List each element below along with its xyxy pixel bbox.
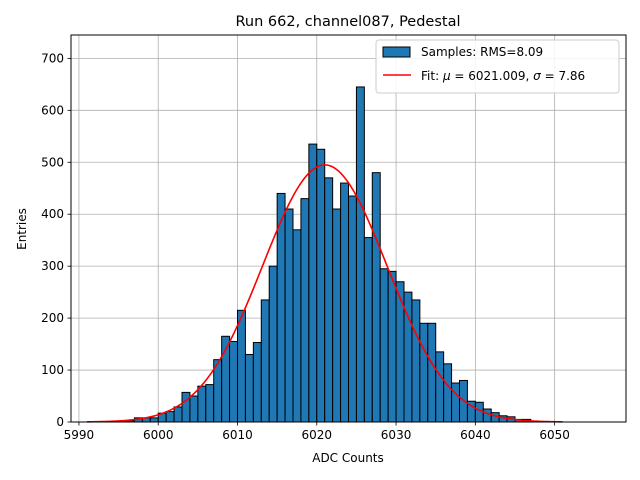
histogram-bar	[371, 172, 381, 423]
histogram-bar	[411, 299, 421, 423]
y-tick-label: 0	[56, 415, 64, 429]
histogram-bars	[118, 86, 540, 423]
histogram-bar	[244, 353, 254, 423]
fit-curve-line	[86, 164, 563, 423]
histogram-bar	[348, 195, 357, 423]
chart-title: Run 662, channel087, Pedestal	[235, 14, 460, 30]
histogram-bar	[292, 229, 302, 423]
y-tick-label: 700	[41, 51, 64, 65]
legend: Samples: RMS=8.09 Fit: μ = 6021.009, σ =…	[375, 39, 620, 94]
histogram-bar	[387, 270, 397, 423]
x-tick-label: 6000	[143, 428, 174, 442]
histogram-bar	[181, 391, 191, 423]
histogram-bar	[260, 299, 270, 423]
histogram-bar	[252, 342, 262, 423]
legend-samples-label: Samples: RMS=8.09	[421, 45, 543, 59]
histogram-bar	[205, 384, 215, 423]
histogram-bar	[363, 237, 373, 423]
legend-fit-sigma-value: = 7.86	[541, 69, 585, 83]
histogram-bar	[316, 148, 326, 423]
histogram-bar	[237, 309, 246, 423]
plot-border	[70, 34, 627, 423]
histogram-bar	[435, 351, 445, 423]
y-tick-label: 600	[41, 103, 64, 117]
histogram-bar	[189, 395, 199, 423]
x-tick-label: 6030	[381, 428, 412, 442]
x-tick-label: 6010	[222, 428, 253, 442]
x-axis-label: ADC Counts	[312, 451, 384, 465]
histogram-bar	[427, 322, 437, 423]
legend-fit-prefix: Fit:	[421, 69, 443, 83]
x-tick-label: 6020	[302, 428, 333, 442]
histogram-bar	[324, 177, 334, 423]
legend-box	[375, 39, 620, 94]
histogram-bar	[165, 411, 175, 423]
histogram-bar	[443, 363, 453, 423]
legend-fit-mu-value: = 6021.009,	[451, 69, 534, 83]
histogram-bar	[332, 208, 342, 423]
y-tick-label: 200	[41, 311, 64, 325]
histogram-bar	[229, 340, 238, 423]
legend-samples-swatch	[382, 46, 411, 58]
x-tick-label: 6040	[460, 428, 491, 442]
x-tick-label: 6050	[539, 428, 570, 442]
y-tick-label: 500	[41, 155, 64, 169]
histogram-bar	[419, 322, 429, 423]
legend-fit-mu-symbol: μ	[442, 69, 451, 83]
y-axis-label: Entries	[15, 208, 29, 250]
y-axis-ticks: 0 100 200 300 400 500 600 700	[41, 51, 71, 429]
histogram-bar	[379, 268, 389, 423]
histogram-bar	[284, 208, 294, 423]
histogram-bar	[308, 143, 318, 423]
histogram-bar	[300, 198, 310, 423]
histogram-bar	[149, 417, 159, 423]
legend-fit-sigma-symbol: σ	[533, 69, 541, 83]
x-axis-ticks: 5990 6000 6010 6020 6030 6040 6050	[64, 422, 570, 442]
histogram-bar	[482, 408, 492, 423]
histogram-bar	[268, 265, 278, 423]
legend-fit-label: Fit: μ = 6021.009, σ = 7.86	[421, 69, 585, 83]
y-tick-label: 100	[41, 363, 64, 377]
histogram-bar	[340, 182, 350, 423]
histogram-bar	[173, 406, 183, 423]
x-tick-label: 5990	[64, 428, 95, 442]
y-tick-label: 300	[41, 259, 64, 273]
histogram-bar	[355, 86, 365, 423]
fit-curve-group	[86, 164, 563, 423]
y-tick-label: 400	[41, 207, 64, 221]
histogram-bar	[197, 385, 207, 423]
histogram-bar	[451, 382, 461, 423]
